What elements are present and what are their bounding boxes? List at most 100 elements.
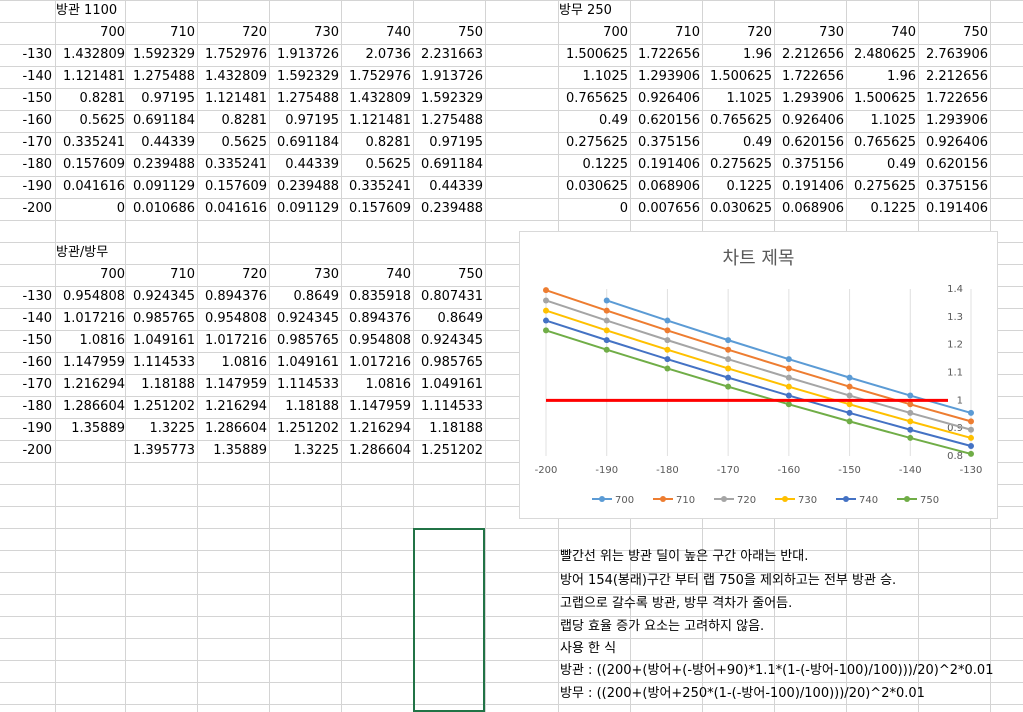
column-header[interactable]: 700 xyxy=(100,25,125,40)
data-cell[interactable]: 1.3225 xyxy=(293,443,340,458)
data-cell[interactable]: 0.620156 xyxy=(925,157,988,172)
data-cell[interactable]: 1.96 xyxy=(743,47,772,62)
data-cell[interactable]: 1.592329 xyxy=(276,69,339,84)
data-cell[interactable]: 0.157609 xyxy=(348,201,411,216)
data-cell[interactable]: 1.251202 xyxy=(420,443,483,458)
chart-title[interactable]: 차트 제목 xyxy=(722,248,795,269)
data-cell[interactable]: 1.216294 xyxy=(62,377,125,392)
data-cell[interactable]: 0 xyxy=(116,201,125,216)
data-cell[interactable]: 0.335241 xyxy=(204,157,267,172)
row-header[interactable]: -180 xyxy=(22,399,52,414)
data-cell[interactable]: 0.030625 xyxy=(565,179,628,194)
column-header[interactable]: 700 xyxy=(603,25,628,40)
data-cell[interactable]: 2.0736 xyxy=(365,47,412,62)
data-cell[interactable]: 0.191406 xyxy=(781,179,844,194)
data-cell[interactable]: 0.030625 xyxy=(709,201,772,216)
column-header[interactable]: 750 xyxy=(458,267,483,282)
data-cell[interactable]: 1.432809 xyxy=(348,91,411,106)
data-cell[interactable]: 0.691184 xyxy=(132,113,195,128)
selected-cell[interactable] xyxy=(413,528,485,712)
row-header[interactable]: -130 xyxy=(22,47,52,62)
data-cell[interactable]: 1.293906 xyxy=(637,69,700,84)
data-cell[interactable]: 0.335241 xyxy=(62,135,125,150)
column-header[interactable]: 750 xyxy=(458,25,483,40)
data-cell[interactable]: 1.049161 xyxy=(132,333,195,348)
column-header[interactable]: 720 xyxy=(242,267,267,282)
data-cell[interactable]: 0.985765 xyxy=(420,355,483,370)
row-header[interactable]: -190 xyxy=(22,421,52,436)
data-cell[interactable]: 0.1225 xyxy=(582,157,629,172)
data-cell[interactable]: 1.147959 xyxy=(204,377,267,392)
data-cell[interactable]: 1.913726 xyxy=(276,47,339,62)
data-cell[interactable]: 1.752976 xyxy=(348,69,411,84)
data-cell[interactable]: 0.765625 xyxy=(709,113,772,128)
data-cell[interactable]: 0.275625 xyxy=(565,135,628,150)
data-cell[interactable]: 1.722656 xyxy=(781,69,844,84)
data-cell[interactable]: 0.041616 xyxy=(204,201,267,216)
data-cell[interactable]: 0.985765 xyxy=(132,311,195,326)
data-cell[interactable]: 1.286604 xyxy=(348,443,411,458)
data-cell[interactable]: 0.620156 xyxy=(781,135,844,150)
table-title[interactable]: 방관/방무 xyxy=(56,245,109,260)
data-cell[interactable]: 1.432809 xyxy=(62,47,125,62)
row-header[interactable]: -170 xyxy=(22,135,52,150)
row-header[interactable]: -140 xyxy=(22,311,52,326)
data-cell[interactable]: 1.251202 xyxy=(276,421,339,436)
data-cell[interactable]: 0 xyxy=(619,201,628,216)
data-cell[interactable]: 2.212656 xyxy=(925,69,988,84)
data-cell[interactable]: 0.8281 xyxy=(221,113,268,128)
data-cell[interactable]: 1.752976 xyxy=(204,47,267,62)
data-cell[interactable]: 0.765625 xyxy=(565,91,628,106)
data-cell[interactable]: 1.96 xyxy=(887,69,916,84)
data-cell[interactable]: 1.121481 xyxy=(348,113,411,128)
data-cell[interactable]: 0.926406 xyxy=(637,91,700,106)
data-cell[interactable]: 0.5625 xyxy=(365,157,412,172)
data-cell[interactable]: 1.18188 xyxy=(285,399,339,414)
data-cell[interactable]: 0.8281 xyxy=(365,135,412,150)
data-cell[interactable]: 1.722656 xyxy=(637,47,700,62)
data-cell[interactable]: 1.1025 xyxy=(582,69,629,84)
data-cell[interactable]: 0.191406 xyxy=(925,201,988,216)
column-header[interactable]: 710 xyxy=(675,25,700,40)
data-cell[interactable]: 1.1025 xyxy=(726,91,773,106)
column-header[interactable]: 710 xyxy=(170,25,195,40)
data-cell[interactable]: 0.97195 xyxy=(429,135,483,150)
data-cell[interactable]: 1.216294 xyxy=(204,399,267,414)
data-cell[interactable]: 0.239488 xyxy=(420,201,483,216)
data-cell[interactable]: 1.0816 xyxy=(79,333,126,348)
data-cell[interactable]: 0.926406 xyxy=(781,113,844,128)
data-cell[interactable]: 0.44339 xyxy=(429,179,483,194)
data-cell[interactable]: 1.251202 xyxy=(132,399,195,414)
data-cell[interactable]: 0.068906 xyxy=(637,179,700,194)
data-cell[interactable]: 1.017216 xyxy=(62,311,125,326)
data-cell[interactable]: 1.114533 xyxy=(276,377,339,392)
column-header[interactable]: 700 xyxy=(100,267,125,282)
row-header[interactable]: -160 xyxy=(22,113,52,128)
data-cell[interactable]: 1.293906 xyxy=(925,113,988,128)
data-cell[interactable]: 0.275625 xyxy=(709,157,772,172)
data-cell[interactable]: 0.985765 xyxy=(276,333,339,348)
column-header[interactable]: 730 xyxy=(819,25,844,40)
data-cell[interactable]: 1.049161 xyxy=(420,377,483,392)
data-cell[interactable]: 0.239488 xyxy=(276,179,339,194)
data-cell[interactable]: 1.592329 xyxy=(132,47,195,62)
data-cell[interactable]: 1.049161 xyxy=(276,355,339,370)
data-cell[interactable]: 0.954808 xyxy=(348,333,411,348)
row-header[interactable]: -150 xyxy=(22,333,52,348)
data-cell[interactable]: 1.913726 xyxy=(420,69,483,84)
data-cell[interactable]: 1.592329 xyxy=(420,91,483,106)
data-cell[interactable]: 0.8649 xyxy=(437,311,484,326)
data-cell[interactable]: 0.010686 xyxy=(132,201,195,216)
data-cell[interactable]: 0.157609 xyxy=(62,157,125,172)
data-cell[interactable]: 0.091129 xyxy=(276,201,339,216)
row-header[interactable]: -140 xyxy=(22,69,52,84)
data-cell[interactable]: 1.35889 xyxy=(213,443,267,458)
data-cell[interactable]: 0.068906 xyxy=(781,201,844,216)
row-header[interactable]: -200 xyxy=(22,201,52,216)
data-cell[interactable]: 0.49 xyxy=(887,157,916,172)
column-header[interactable]: 710 xyxy=(170,267,195,282)
data-cell[interactable] xyxy=(57,440,125,462)
data-cell[interactable]: 0.375156 xyxy=(925,179,988,194)
data-cell[interactable]: 0.007656 xyxy=(637,201,700,216)
data-cell[interactable]: 0.926406 xyxy=(925,135,988,150)
